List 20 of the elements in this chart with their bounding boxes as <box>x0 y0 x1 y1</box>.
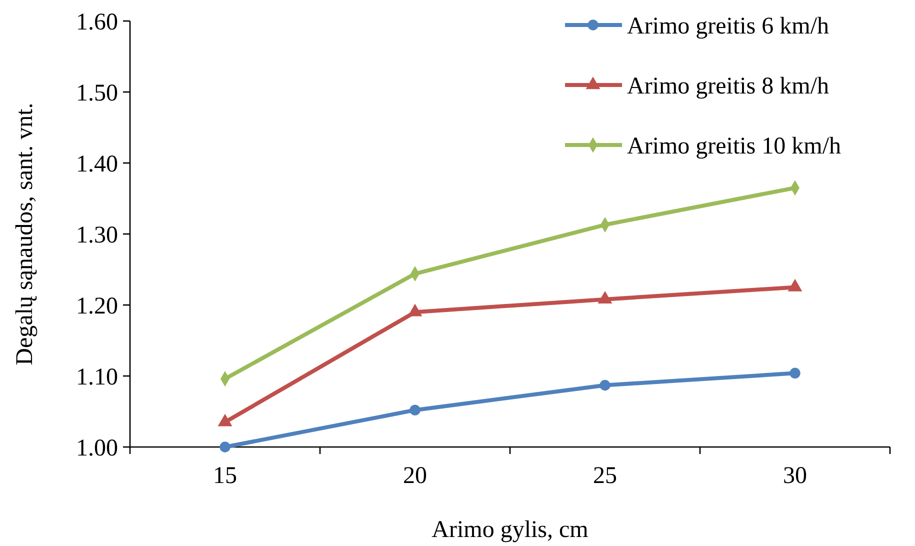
y-axis-title: Degalų sąnaudos, sant. vnt. <box>12 102 38 366</box>
x-tick-label: 20 <box>403 463 427 489</box>
point <box>220 442 230 452</box>
y-tick-label: 1.00 <box>76 435 118 462</box>
y-tick-label: 1.20 <box>76 293 118 320</box>
x-tick-label: 25 <box>593 463 617 489</box>
y-tick-label: 1.50 <box>76 80 118 106</box>
legend-label: Arimo greitis 8 km/h <box>627 73 829 100</box>
y-tick-label: 1.40 <box>76 151 118 178</box>
point <box>790 368 800 378</box>
y-tick-label: 1.30 <box>76 222 118 248</box>
legend-label: Arimo greitis 6 km/h <box>627 13 829 40</box>
y-tick-label: 1.10 <box>76 364 118 390</box>
x-tick-label: 15 <box>213 463 237 489</box>
x-tick-label: 30 <box>783 463 807 489</box>
y-tick-label: 1.60 <box>76 9 118 36</box>
legend-label: Arimo greitis 10 km/h <box>627 133 841 160</box>
point <box>410 404 420 416</box>
point <box>600 380 610 391</box>
x-axis-title: Arimo gylis, cm <box>432 517 589 543</box>
